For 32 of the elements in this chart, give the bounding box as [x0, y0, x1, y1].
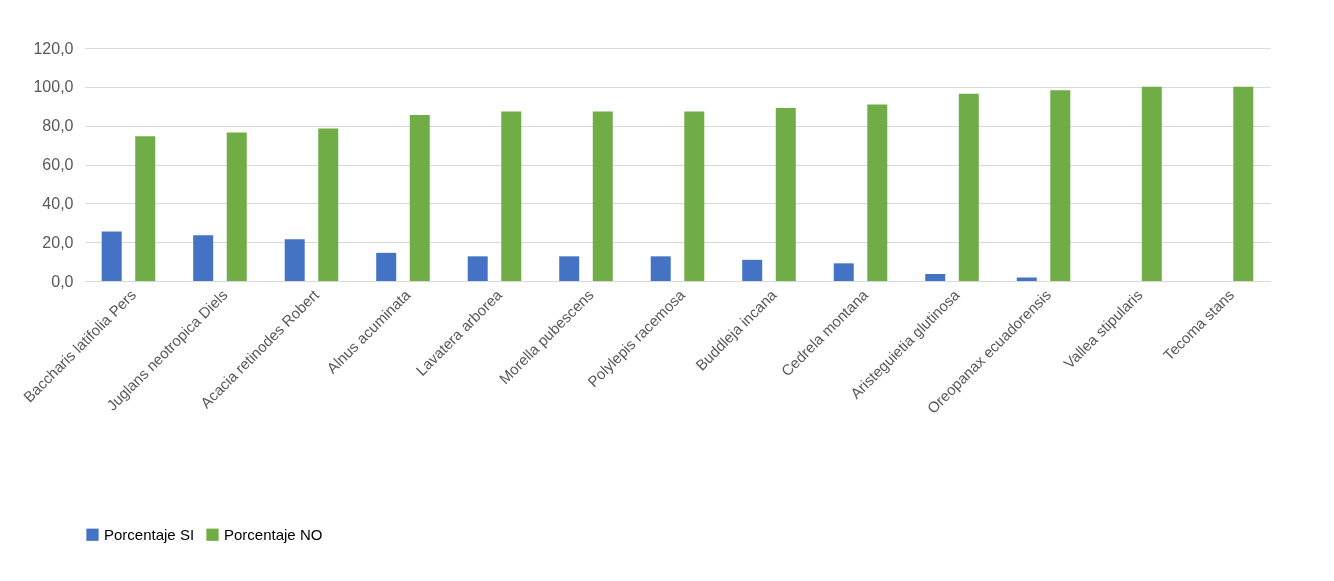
- legend-label: Porcentaje NO: [224, 525, 323, 543]
- y-tick-label: 80,0: [42, 117, 74, 135]
- bar: [1233, 86, 1254, 281]
- bar: [318, 128, 339, 281]
- bar: [684, 111, 705, 281]
- bar: [409, 114, 430, 281]
- bar: [284, 239, 305, 281]
- bar: [559, 256, 580, 281]
- y-tick-label: 100,0: [33, 78, 74, 96]
- bar: [467, 256, 488, 281]
- bar: [592, 111, 613, 281]
- bar: [501, 111, 522, 281]
- bar: [1141, 86, 1162, 281]
- legend-label: Porcentaje SI: [104, 525, 195, 543]
- y-tick-label: 40,0: [42, 194, 74, 212]
- bar: [101, 231, 122, 281]
- bar: [376, 252, 397, 281]
- y-tick-label: 20,0: [42, 233, 74, 251]
- bar: [1050, 90, 1071, 281]
- bar: [958, 93, 979, 281]
- bar: [226, 132, 247, 281]
- bar: [650, 256, 671, 281]
- bar: [135, 136, 156, 281]
- bar: [833, 263, 854, 281]
- y-tick-label: 60,0: [42, 156, 74, 173]
- y-tick-label: 120,0: [33, 39, 74, 57]
- bar: [925, 274, 946, 281]
- y-tick-label: 0,0: [51, 272, 74, 290]
- bar: [742, 259, 763, 281]
- bar: [867, 104, 888, 281]
- bar: [775, 108, 796, 281]
- bar: [193, 235, 214, 281]
